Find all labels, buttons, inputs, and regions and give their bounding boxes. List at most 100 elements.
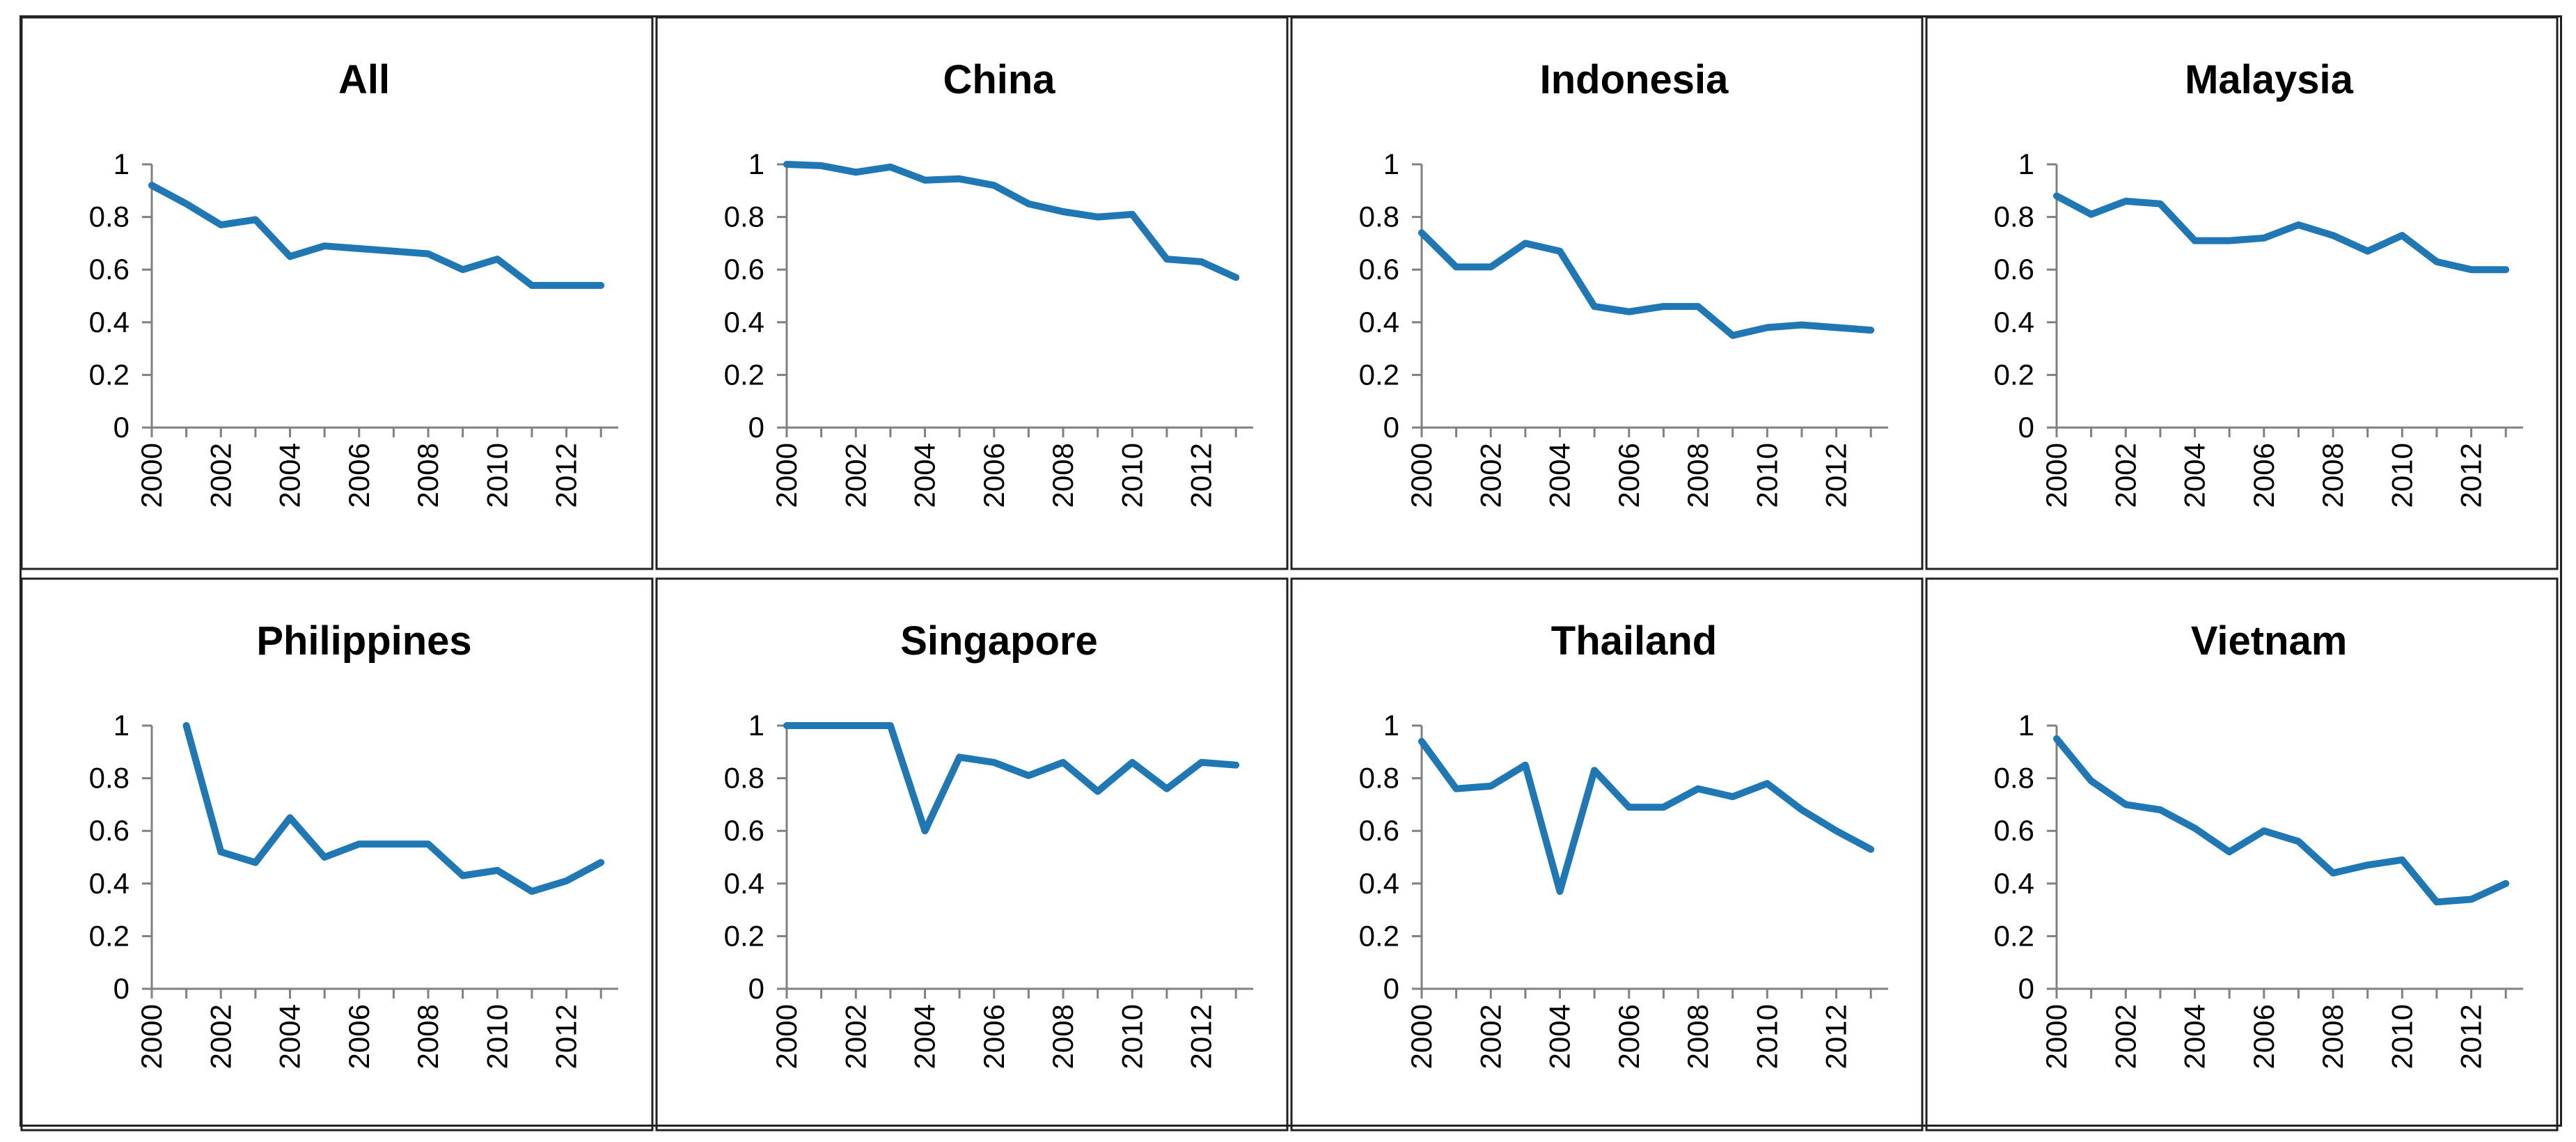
x-tick-label: 2010 <box>1115 1004 1148 1069</box>
y-tick-label: 1 <box>113 148 129 180</box>
chart-panel-thailand: Thailand 0 0.2 0.4 0.6 0.8 1 2000 2002 2004 2006 20… <box>1289 577 1924 1132</box>
y-tick-label: 0.8 <box>1359 762 1399 795</box>
panel-frame <box>1925 16 2559 570</box>
x-tick-label: 2008 <box>411 443 444 508</box>
x-tick-label: 2002 <box>2109 443 2142 508</box>
y-tick-label: 0.4 <box>1994 306 2034 338</box>
panel-frame <box>655 577 1289 1132</box>
x-tick-label: 2004 <box>274 1004 306 1069</box>
chart-svg-indonesia: Indonesia 0 0.2 0.4 0.6 0.8 1 2000 2002 2004 2006 2… <box>1290 16 1924 570</box>
y-tick-label: 0 <box>2018 411 2034 444</box>
y-tick-label: 0.2 <box>1359 919 1399 952</box>
x-tick-label: 2008 <box>1046 443 1079 508</box>
y-tick-label: 0.8 <box>89 201 129 233</box>
x-tick-label: 2000 <box>2040 443 2073 508</box>
chart-svg-philippines: Philippines 0 0.2 0.4 0.6 0.8 1 2000 2002 2004 200… <box>20 577 654 1132</box>
x-tick-label: 2004 <box>909 443 941 508</box>
x-tick-label: 2006 <box>343 1004 375 1069</box>
y-tick-label: 0.4 <box>1994 867 2034 900</box>
x-tick-label: 2012 <box>1820 443 1853 508</box>
x-tick-label: 2004 <box>274 443 306 508</box>
y-tick-label: 0.4 <box>89 867 129 900</box>
panel-frame <box>1290 16 1924 570</box>
x-tick-label: 2000 <box>770 443 803 508</box>
x-tick-label: 2002 <box>1474 1004 1507 1069</box>
y-tick-label: 0.4 <box>724 867 764 900</box>
series-line <box>1418 737 1875 895</box>
series-line <box>783 161 1240 281</box>
y-tick-label: 0.8 <box>724 762 764 795</box>
x-tick-label: 2012 <box>550 443 583 508</box>
y-tick-label: 1 <box>113 709 129 742</box>
x-tick-label: 2006 <box>977 1004 1010 1069</box>
y-tick-label: 0.6 <box>1359 814 1399 847</box>
x-tick-label: 2004 <box>1544 1004 1576 1069</box>
y-tick-label: 0.2 <box>724 358 764 391</box>
x-tick-label: 2006 <box>1612 443 1645 508</box>
x-tick-label: 2012 <box>1820 1004 1853 1069</box>
panel-frame <box>1925 577 2559 1132</box>
series-line <box>182 722 605 895</box>
y-tick-label: 0.8 <box>1359 201 1399 233</box>
panel-frame <box>20 577 654 1132</box>
x-tick-label: 2006 <box>2247 1004 2280 1069</box>
x-tick-label: 2010 <box>1115 443 1148 508</box>
x-tick-label: 2002 <box>204 443 237 508</box>
x-tick-label: 2008 <box>2316 443 2349 508</box>
x-tick-label: 2000 <box>1405 443 1438 508</box>
chart-title: Vietnam <box>2191 618 2348 664</box>
series-line <box>783 722 1240 835</box>
x-tick-label: 2002 <box>204 1004 237 1069</box>
y-tick-label: 0 <box>2018 972 2034 1005</box>
chart-panel-all: All 0 0.2 0.4 0.6 0.8 1 2000 2002 2004 2006 2008 201… <box>19 15 654 571</box>
y-tick-label: 0.6 <box>1994 253 2034 286</box>
chart-title: Malaysia <box>2185 57 2354 102</box>
series-line <box>2053 735 2510 906</box>
y-tick-label: 0.4 <box>1359 867 1399 900</box>
series-line <box>148 182 605 289</box>
x-tick-label: 2010 <box>480 1004 513 1069</box>
y-tick-label: 0.6 <box>724 253 764 286</box>
y-tick-label: 0.4 <box>89 306 129 338</box>
panel-frame <box>1290 577 1924 1132</box>
panel-frame <box>20 16 654 570</box>
x-tick-label: 2010 <box>480 443 513 508</box>
chart-panel-china: China 0 0.2 0.4 0.6 0.8 1 2000 2002 2004 2006 2008 2… <box>654 15 1289 571</box>
x-tick-label: 2000 <box>2040 1004 2073 1069</box>
x-tick-label: 2004 <box>2178 1004 2211 1069</box>
y-tick-label: 0 <box>748 411 764 444</box>
chart-svg-thailand: Thailand 0 0.2 0.4 0.6 0.8 1 2000 2002 2004 2006 20… <box>1290 577 1924 1132</box>
y-tick-label: 1 <box>748 148 764 180</box>
y-tick-label: 0.2 <box>1994 358 2034 391</box>
chart-title: China <box>943 57 1055 102</box>
y-tick-label: 0.2 <box>1359 358 1399 391</box>
y-tick-label: 1 <box>748 709 764 742</box>
x-tick-label: 2000 <box>770 1004 803 1069</box>
x-tick-label: 2000 <box>135 1004 168 1069</box>
y-tick-label: 0.6 <box>1359 253 1399 286</box>
x-tick-label: 2010 <box>2385 443 2418 508</box>
x-tick-label: 2010 <box>1750 443 1783 508</box>
panel-frame <box>655 16 1289 570</box>
x-tick-label: 2002 <box>839 1004 872 1069</box>
y-tick-label: 0.8 <box>724 201 764 233</box>
y-tick-label: 0.6 <box>724 814 764 847</box>
y-tick-label: 0.4 <box>724 306 764 338</box>
chart-panel-vietnam: Vietnam 0 0.2 0.4 0.6 0.8 1 2000 2002 2004 2006 200… <box>1924 577 2559 1132</box>
y-tick-label: 0 <box>748 972 764 1005</box>
x-tick-label: 2002 <box>1474 443 1507 508</box>
y-tick-label: 1 <box>1383 709 1399 742</box>
chart-svg-malaysia: Malaysia 0 0.2 0.4 0.6 0.8 1 2000 2002 2004 2006 20… <box>1925 16 2559 570</box>
y-tick-label: 0 <box>113 972 129 1005</box>
chart-svg-all: All 0 0.2 0.4 0.6 0.8 1 2000 2002 2004 2006 2008 201… <box>20 16 654 570</box>
y-tick-label: 0 <box>1383 411 1399 444</box>
y-tick-label: 1 <box>1383 148 1399 180</box>
x-tick-label: 2012 <box>2455 1004 2488 1069</box>
y-tick-label: 0.6 <box>89 253 129 286</box>
x-tick-label: 2008 <box>411 1004 444 1069</box>
chart-panel-malaysia: Malaysia 0 0.2 0.4 0.6 0.8 1 2000 2002 2004 2006 20… <box>1924 15 2559 571</box>
y-tick-label: 0.4 <box>1359 306 1399 338</box>
x-tick-label: 2008 <box>1046 1004 1079 1069</box>
x-tick-label: 2012 <box>2455 443 2488 508</box>
